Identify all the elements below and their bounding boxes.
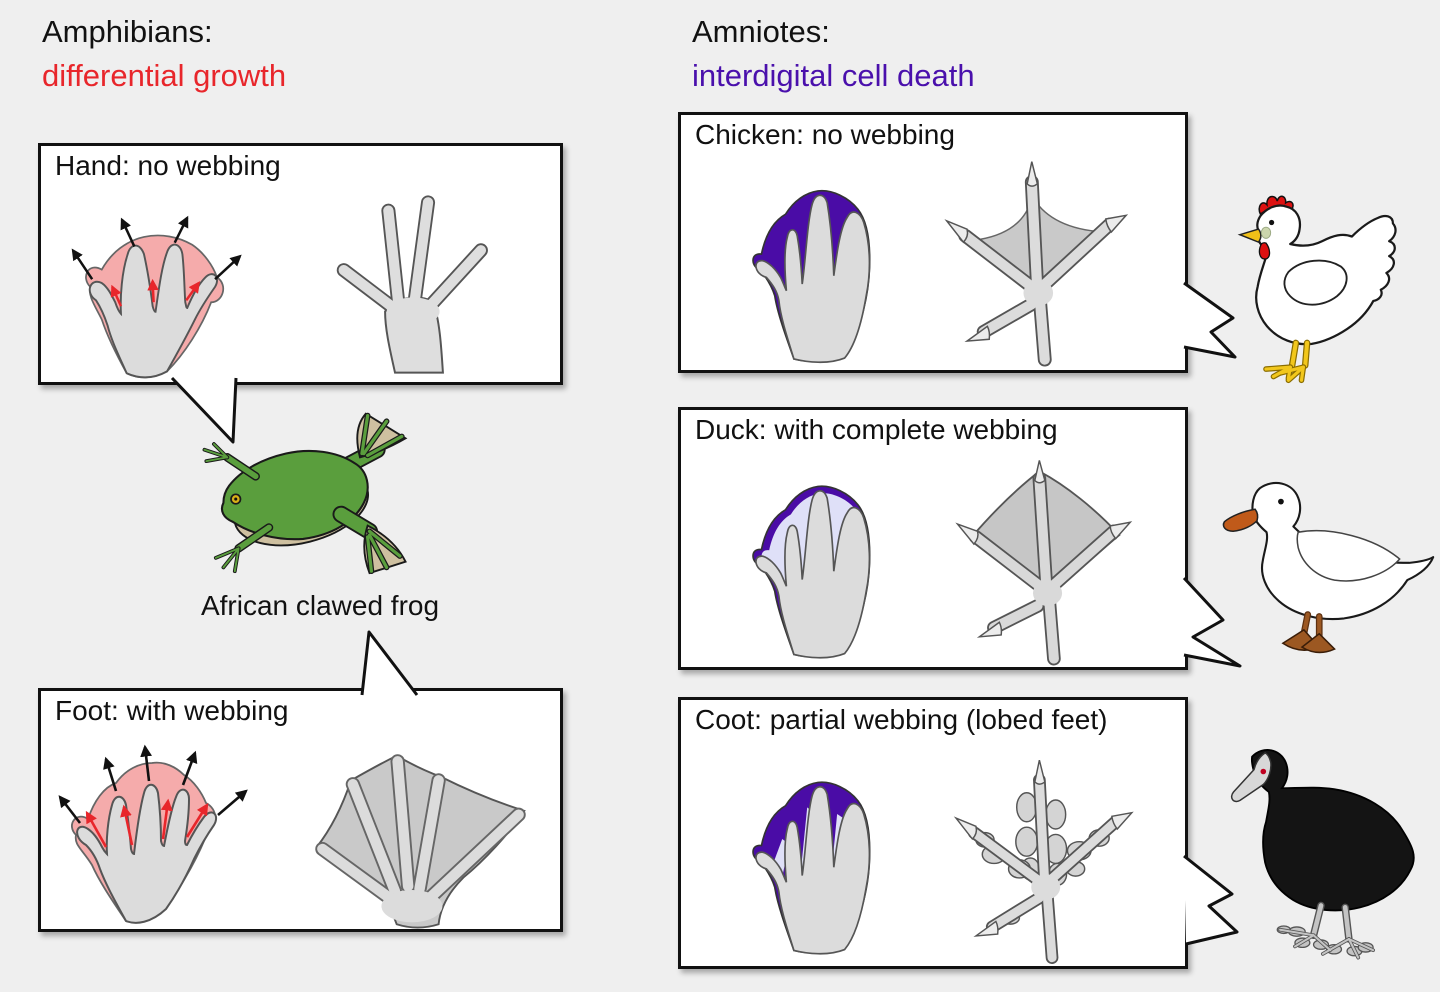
coot-illustration [1230, 749, 1415, 960]
foot-panel-speech-tail [360, 630, 419, 696]
frog-hand-illustration [336, 195, 488, 374]
chicken-panel-speech-tail [1183, 281, 1237, 359]
duck-wing [1296, 529, 1401, 582]
chicken-beak [1237, 228, 1262, 244]
chicken-panel: Chicken: no webbing [678, 112, 1188, 373]
amphibians-heading: Amphibians: differential growth [42, 10, 286, 98]
differential-growth-label: differential growth [42, 58, 287, 93]
duck-limb-bud-illustration [752, 485, 871, 659]
amphibians-heading-line1: Amphibians: [42, 14, 213, 49]
chicken-foot-illustration [944, 161, 1129, 367]
duck-feet [1281, 611, 1336, 654]
hand-limb-bud-illustration [71, 215, 242, 379]
foot-panel: Foot: with webbing [38, 688, 563, 932]
coot-panel: Coot: partial webbing (lobed feet) [678, 697, 1188, 969]
chicken-illustration [1237, 195, 1397, 384]
coot-legs [1276, 901, 1375, 960]
hand-panel: Hand: no webbing [38, 143, 563, 385]
hand-panel-speech-tail [170, 376, 238, 444]
african-clawed-frog-illustration [202, 412, 408, 575]
interdigital-growth-arrows-long [85, 798, 209, 848]
duck-foot-illustration [955, 460, 1133, 666]
hand-panel-title: Hand: no webbing [55, 150, 281, 181]
claws [953, 759, 1134, 937]
claws [944, 161, 1129, 343]
chicken-limb-bud-illustration [752, 189, 871, 364]
amniotes-heading-line1: Amniotes: [692, 14, 830, 49]
digit-growth-arrows [58, 744, 248, 824]
duck-bill [1222, 508, 1259, 533]
claws [955, 460, 1133, 638]
chicken-wing [1283, 259, 1348, 306]
interdigital-cell-death-label: interdigital cell death [692, 58, 975, 93]
duck-panel-speech-tail [1182, 576, 1242, 668]
coot-bill-shield [1230, 752, 1272, 803]
coot-panel-speech-tail [1183, 854, 1239, 946]
duck-body [1251, 481, 1435, 621]
chicken-wattle [1258, 242, 1271, 260]
duck-eye [1278, 498, 1284, 505]
coot-limb-bud-illustration [752, 781, 871, 955]
interdigital-growth-arrows-short [110, 278, 201, 307]
duck-illustration [1222, 481, 1435, 654]
foot-panel-title: Foot: with webbing [55, 695, 289, 726]
coot-panel-title: Coot: partial webbing (lobed feet) [695, 704, 1108, 735]
digit-growth-arrows [71, 215, 242, 281]
frog-caption: African clawed frog [200, 590, 440, 621]
chicken-eye [1268, 219, 1275, 226]
coot-foot-illustration [953, 759, 1134, 964]
coot-body [1250, 749, 1415, 912]
duck-panel-title: Duck: with complete webbing [695, 414, 1058, 445]
duck-panel: Duck: with complete webbing [678, 407, 1188, 670]
amniotes-heading: Amniotes: interdigital cell death [692, 10, 975, 98]
chicken-panel-title: Chicken: no webbing [695, 119, 955, 150]
frog-webbed-foot-illustration [315, 754, 526, 929]
foot-limb-bud-illustration [58, 744, 248, 924]
coot-eye [1260, 768, 1267, 775]
